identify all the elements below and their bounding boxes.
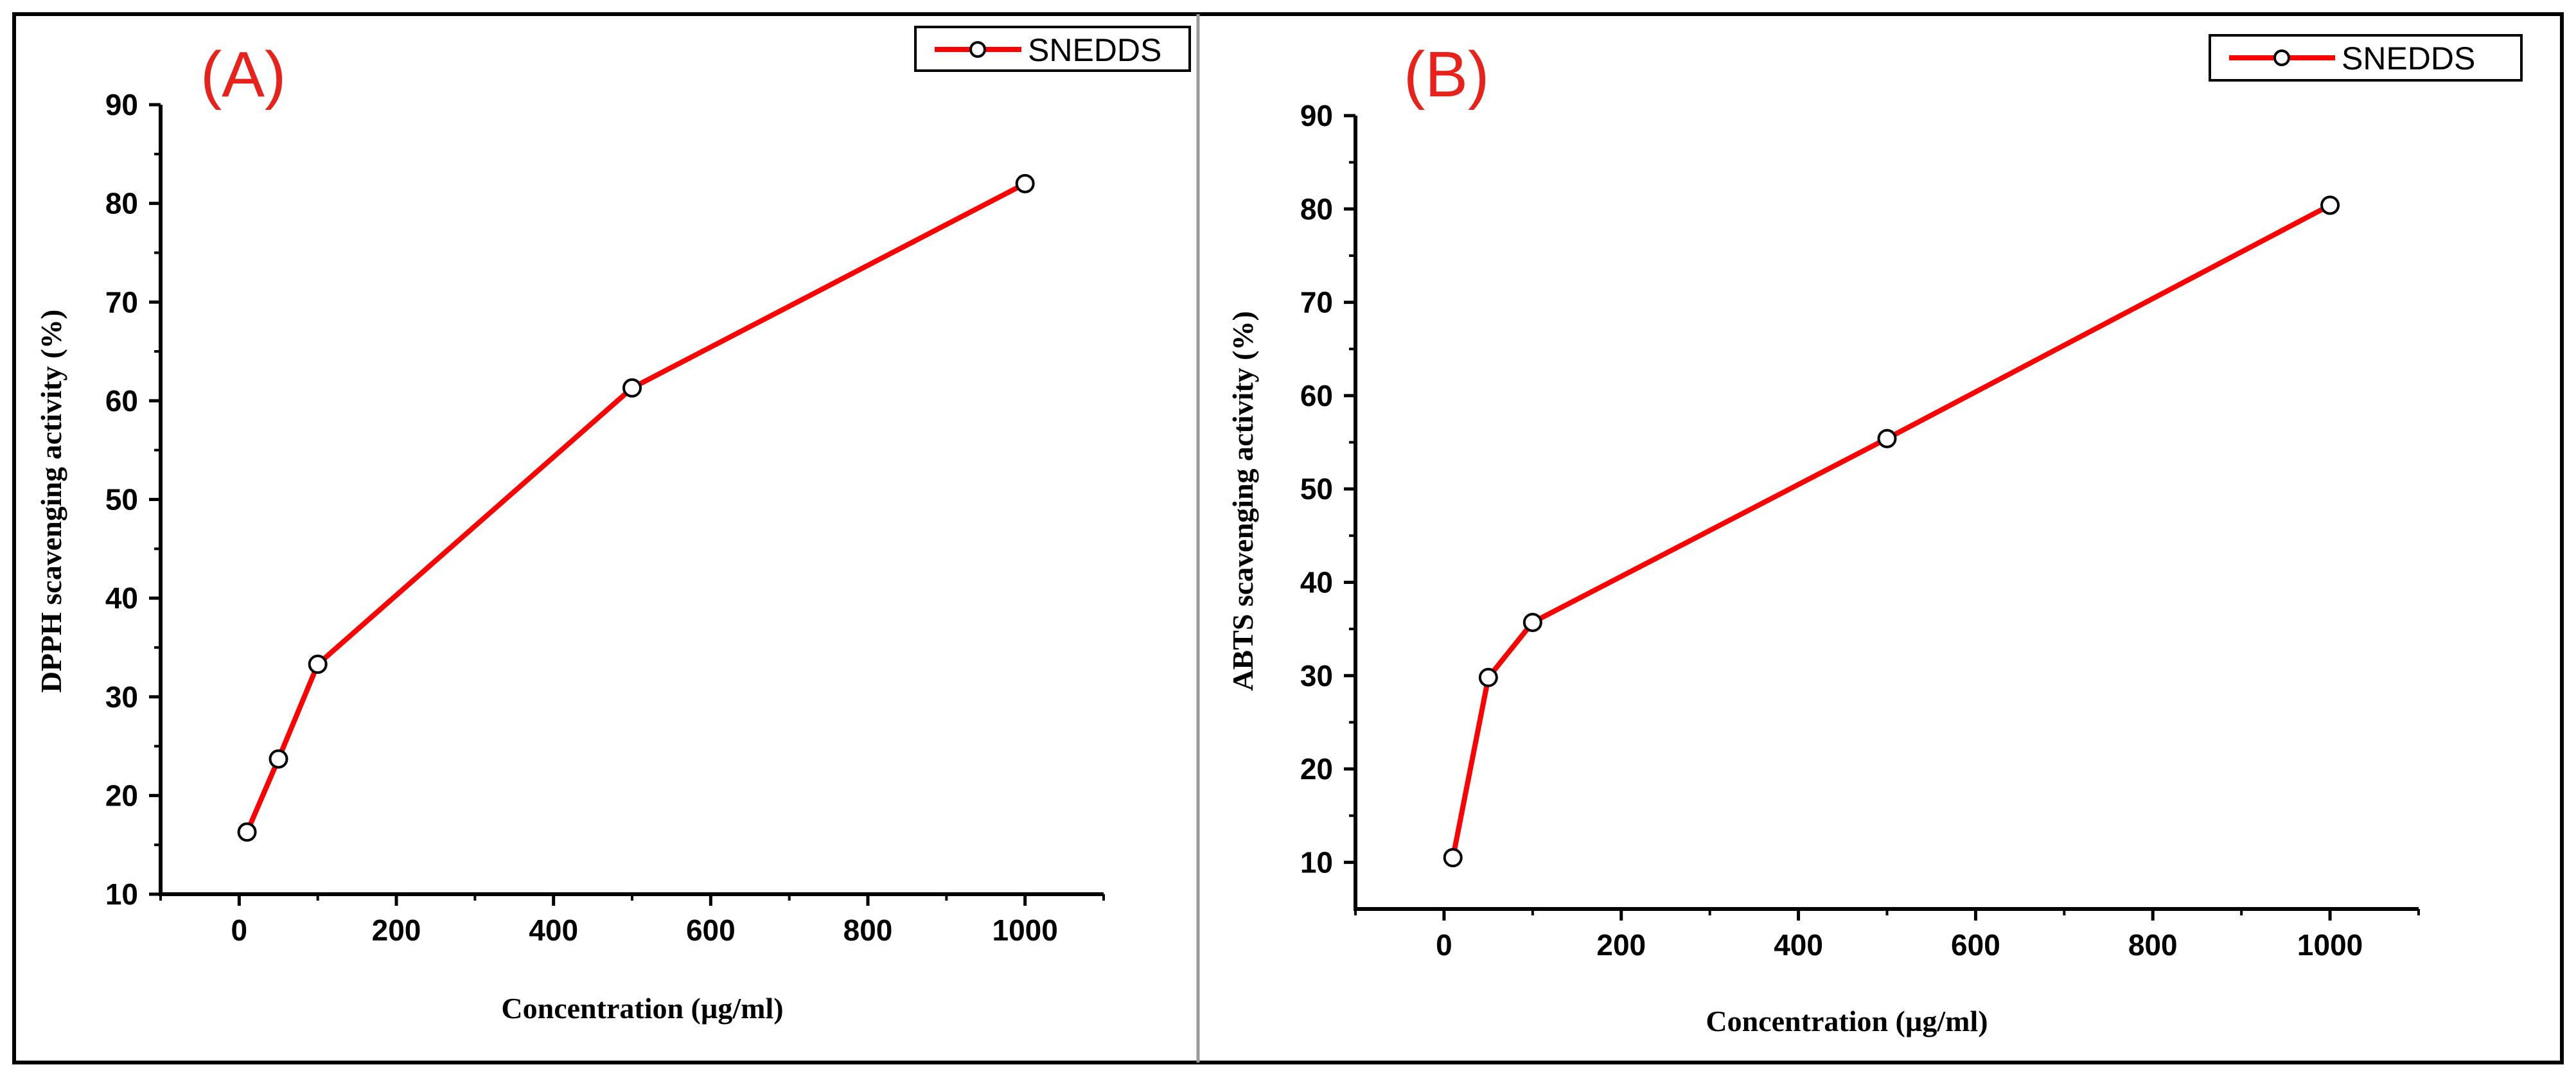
panel-b-y-tick-label: 20 bbox=[1300, 752, 1333, 786]
panel-a-y-axis-title: DPPH scavenging activity (%) bbox=[35, 310, 67, 693]
panel-b-x-tick-label: 200 bbox=[1596, 928, 1646, 962]
panel-b-y-tick-label: 90 bbox=[1300, 99, 1333, 132]
panel-a-y-tick-label: 90 bbox=[105, 88, 138, 121]
panel-a-data-point bbox=[308, 655, 328, 675]
panel-a-y-tick-label: 50 bbox=[105, 483, 138, 516]
panel-a-x-tick-label: 400 bbox=[529, 913, 578, 947]
panel-a-data-point bbox=[237, 822, 257, 842]
panel-b-data-point bbox=[1443, 848, 1463, 868]
panel-a-x-tick-label: 1000 bbox=[992, 913, 1057, 947]
panel-a-plot: 10 20 30 40 50 60 70 80 90 0 200 400 600 800 1000 bbox=[105, 88, 1105, 947]
panel-b-legend: SNEDDS bbox=[2209, 34, 2523, 82]
panel-a-x-tick-label: 0 bbox=[231, 913, 248, 947]
panel-a-legend: SNEDDS bbox=[914, 26, 1191, 72]
panel-a-legend-marker bbox=[969, 41, 986, 58]
panel-a-data-point bbox=[622, 378, 642, 398]
panel-b-legend-label: SNEDDS bbox=[2342, 40, 2475, 76]
panel-a-x-tick-label: 600 bbox=[686, 913, 736, 947]
panel-b-y-tick-label: 60 bbox=[1300, 379, 1333, 412]
panel-a-data-point bbox=[269, 749, 288, 769]
panel-b-y-axis-title: ABTS scavenging activity (%) bbox=[1226, 311, 1259, 691]
panel-b-label: (B) bbox=[1404, 39, 1489, 110]
panel-b: (B) Concentration (µg/ml) ABTS scavengin… bbox=[1226, 34, 2523, 1037]
panel-b-x-tick-label: 800 bbox=[2128, 928, 2178, 962]
panel-b-data-point bbox=[1478, 667, 1498, 687]
panel-a-y-tick-label: 20 bbox=[105, 779, 138, 812]
panel-a-series-line bbox=[244, 181, 1027, 833]
panel-b-data-point bbox=[1877, 428, 1897, 448]
panel-b-y-tick-label: 50 bbox=[1300, 472, 1333, 506]
panel-b-data-point bbox=[2320, 195, 2340, 215]
panel-a-x-axis-title: Concentration (µg/ml) bbox=[501, 992, 783, 1025]
panel-a-y-tick-label: 60 bbox=[105, 384, 138, 418]
panel-a-x-tick-label: 800 bbox=[843, 913, 893, 947]
panel-a-legend-label: SNEDDS bbox=[1028, 32, 1161, 68]
panel-b-data-point bbox=[1522, 612, 1542, 632]
panel-a-y-tick-label: 70 bbox=[105, 285, 138, 319]
panel-b-x-axis-title: Concentration (µg/ml) bbox=[1706, 1005, 1988, 1037]
panel-b-x-tick-label: 0 bbox=[1436, 928, 1452, 962]
panel-b-x-tick-label: 600 bbox=[1951, 928, 2000, 962]
panel-a-data-point bbox=[1015, 173, 1035, 193]
panel-a: (A) Concentration (µg/ml) DPPH scavengin… bbox=[35, 26, 1191, 1025]
panel-a-legend-box bbox=[914, 26, 1191, 72]
panel-b-y-tick-label: 80 bbox=[1300, 192, 1333, 225]
panel-b-legend-marker bbox=[2273, 49, 2290, 66]
panel-a-y-tick-label: 40 bbox=[105, 581, 138, 615]
panel-b-y-tick-label: 70 bbox=[1300, 286, 1333, 319]
panel-a-y-tick-label: 10 bbox=[105, 878, 138, 911]
panel-b-y-tick-label: 40 bbox=[1300, 565, 1333, 599]
panel-b-x-tick-label: 400 bbox=[1774, 928, 1823, 962]
panel-a-y-tick-label: 30 bbox=[105, 680, 138, 714]
figure-frame bbox=[12, 12, 2564, 1064]
panel-b-plot: 10 20 30 40 50 60 70 80 90 0 200 400 600 800 1000 bbox=[1300, 99, 2420, 962]
panel-b-series-line bbox=[1450, 202, 2331, 858]
panel-a-y-tick-label: 80 bbox=[105, 187, 138, 220]
panel-b-y-tick-label: 10 bbox=[1300, 845, 1333, 879]
panel-b-x-tick-label: 1000 bbox=[2297, 928, 2363, 962]
panel-b-y-tick-label: 30 bbox=[1300, 659, 1333, 692]
panel-a-x-tick-label: 200 bbox=[372, 913, 421, 947]
panel-a-label: (A) bbox=[200, 39, 286, 110]
